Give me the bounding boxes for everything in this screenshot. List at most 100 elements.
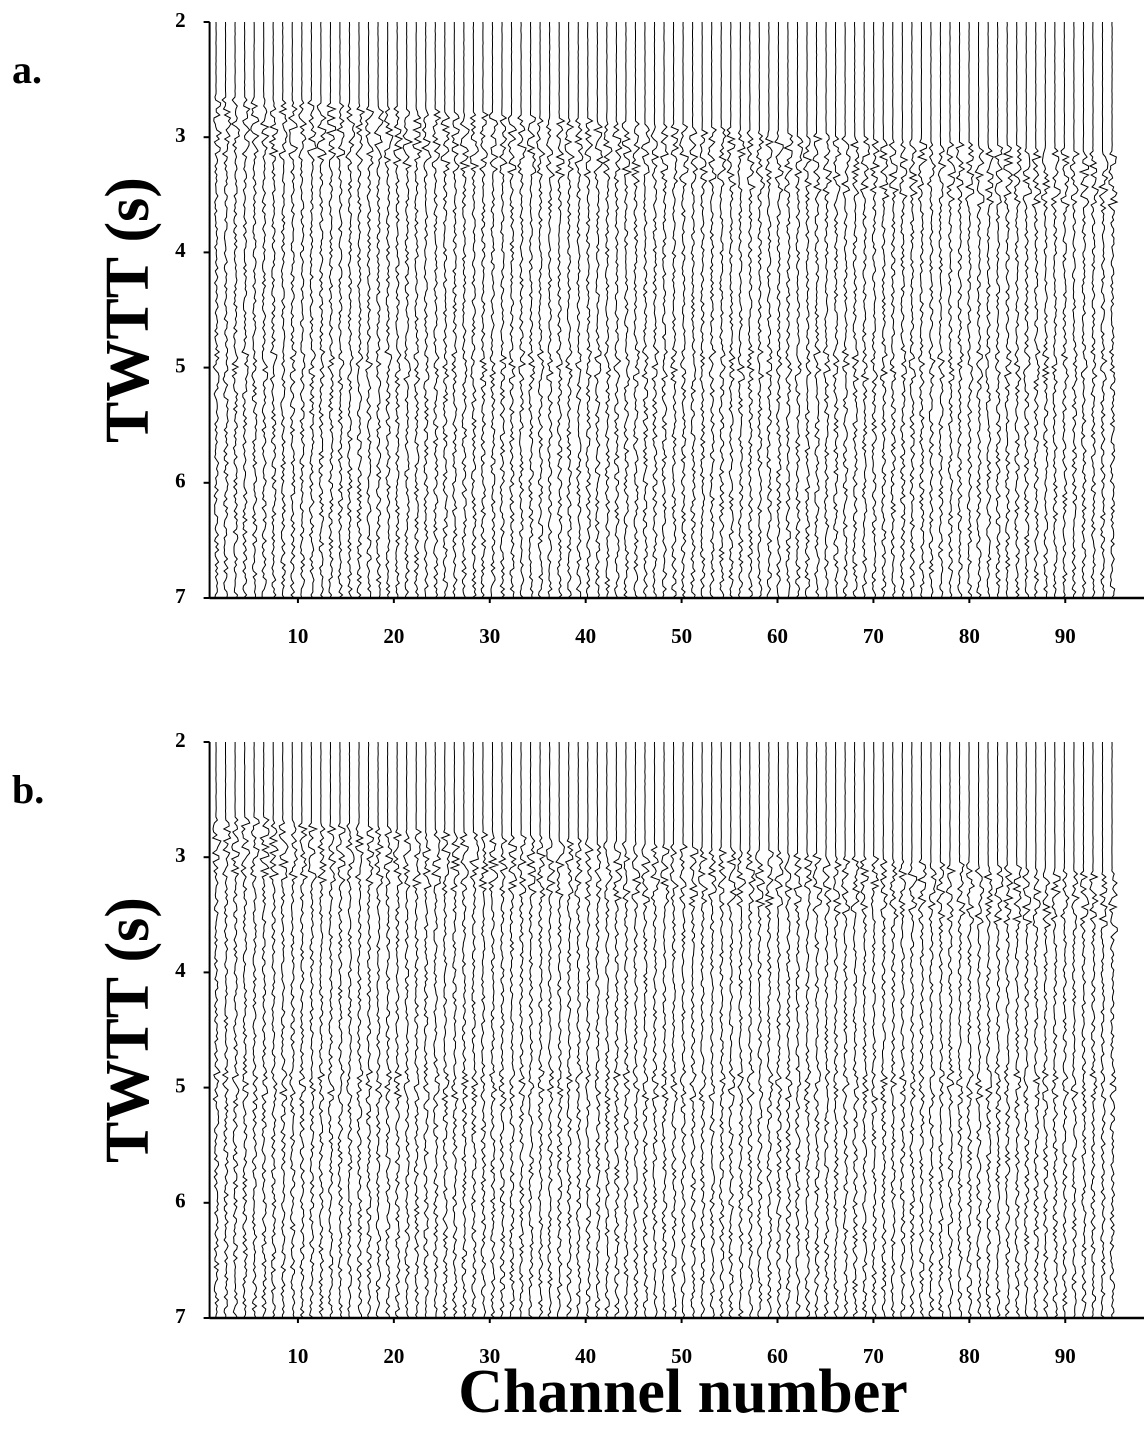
y-tick-label: 2	[175, 8, 186, 32]
trace	[878, 21, 890, 599]
trace	[650, 21, 660, 599]
trace	[326, 741, 337, 1319]
trace	[221, 742, 232, 1318]
trace	[240, 742, 251, 1319]
y-tick-label: 5	[175, 353, 186, 377]
trace	[1098, 741, 1108, 1319]
trace	[317, 741, 328, 1319]
trace	[974, 22, 985, 599]
trace	[717, 741, 728, 1319]
trace	[355, 21, 366, 599]
trace	[869, 742, 880, 1319]
trace	[584, 741, 594, 1319]
x-tick-label: 20	[383, 1344, 404, 1368]
x-tick-label: 50	[671, 624, 692, 648]
trace	[879, 742, 889, 1319]
trace	[602, 21, 613, 599]
trace	[526, 742, 537, 1319]
y-tick-label: 6	[175, 1189, 186, 1213]
trace	[707, 741, 717, 1319]
x-tick-label: 50	[671, 1344, 692, 1368]
trace	[507, 741, 518, 1319]
trace	[421, 21, 432, 599]
trace	[498, 21, 508, 599]
trace	[536, 22, 546, 599]
trace	[459, 741, 470, 1319]
x-tick-label: 80	[959, 624, 980, 648]
trace	[640, 741, 651, 1319]
trace	[832, 21, 842, 599]
trace	[660, 742, 670, 1319]
trace	[489, 22, 499, 599]
trace	[336, 22, 345, 599]
trace	[431, 21, 442, 599]
x-axis-label: Channel number	[458, 1358, 908, 1426]
trace	[726, 21, 737, 599]
trace	[698, 742, 709, 1318]
trace	[936, 741, 946, 1319]
x-tick-label: 10	[287, 624, 308, 648]
trace	[659, 21, 670, 599]
y-tick-label: 6	[175, 469, 186, 493]
trace	[812, 22, 823, 599]
trace	[526, 21, 537, 599]
trace	[764, 21, 775, 599]
x-tick-label: 60	[767, 624, 788, 648]
trace	[764, 741, 775, 1319]
trace	[1002, 21, 1014, 599]
x-tick-label: 30	[479, 624, 500, 648]
trace	[574, 21, 584, 599]
trace	[268, 742, 280, 1319]
trace	[469, 741, 480, 1319]
y-tick-label: 5	[175, 1073, 186, 1097]
trace	[478, 742, 490, 1319]
trace	[449, 742, 461, 1319]
trace	[916, 22, 928, 599]
trace	[840, 21, 851, 599]
trace	[298, 21, 308, 599]
trace	[993, 21, 1004, 599]
trace	[230, 742, 241, 1319]
trace	[230, 21, 240, 599]
trace	[784, 742, 793, 1319]
trace	[802, 22, 813, 599]
trace	[670, 21, 680, 599]
x-tick-label: 80	[959, 1344, 980, 1368]
trace	[908, 21, 919, 599]
trace	[774, 741, 784, 1319]
trace	[621, 21, 633, 599]
y-tick-label: 4	[175, 238, 186, 262]
trace	[250, 21, 260, 599]
trace	[545, 21, 556, 599]
trace	[365, 741, 375, 1319]
trace	[316, 21, 327, 599]
trace	[1107, 741, 1118, 1319]
trace	[479, 21, 490, 599]
trace	[1088, 742, 1099, 1319]
trace	[755, 21, 766, 599]
x-tick-label: 30	[479, 1344, 500, 1368]
trace	[640, 22, 650, 598]
trace	[1031, 21, 1042, 599]
trace	[964, 21, 975, 599]
trace	[1060, 22, 1070, 599]
trace	[850, 742, 861, 1319]
x-tick-label: 90	[1055, 624, 1076, 648]
trace	[554, 21, 566, 599]
trace	[621, 742, 631, 1319]
trace	[974, 742, 985, 1319]
trace	[840, 742, 851, 1319]
trace	[889, 741, 899, 1319]
trace	[594, 742, 602, 1319]
trace	[689, 22, 699, 599]
trace	[278, 21, 288, 599]
trace	[1088, 22, 1099, 599]
trace	[965, 742, 976, 1319]
trace	[1012, 22, 1023, 599]
trace	[650, 741, 661, 1319]
x-tick-label: 70	[863, 1344, 884, 1368]
trace	[1002, 742, 1014, 1319]
trace	[1107, 21, 1119, 599]
trace	[745, 741, 757, 1319]
trace	[794, 21, 804, 599]
